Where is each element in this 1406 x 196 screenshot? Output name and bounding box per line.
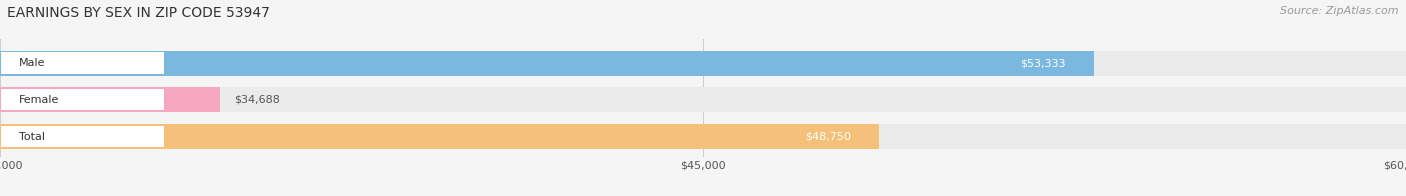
- Bar: [0, 126, 165, 147]
- Bar: [0, 124, 1406, 149]
- Bar: [0, 87, 1406, 112]
- Text: Male: Male: [18, 58, 45, 68]
- Text: EARNINGS BY SEX IN ZIP CODE 53947: EARNINGS BY SEX IN ZIP CODE 53947: [7, 6, 270, 20]
- Text: $53,333: $53,333: [1019, 58, 1066, 68]
- Bar: [0, 124, 879, 149]
- Text: $48,750: $48,750: [804, 132, 851, 142]
- Text: Source: ZipAtlas.com: Source: ZipAtlas.com: [1281, 6, 1399, 16]
- Text: Female: Female: [18, 95, 59, 105]
- Text: Total: Total: [18, 132, 45, 142]
- Text: $34,688: $34,688: [233, 95, 280, 105]
- Bar: [0, 51, 1094, 76]
- Bar: [0, 87, 219, 112]
- Bar: [0, 89, 165, 111]
- Bar: [0, 51, 1406, 76]
- Bar: [0, 53, 165, 74]
